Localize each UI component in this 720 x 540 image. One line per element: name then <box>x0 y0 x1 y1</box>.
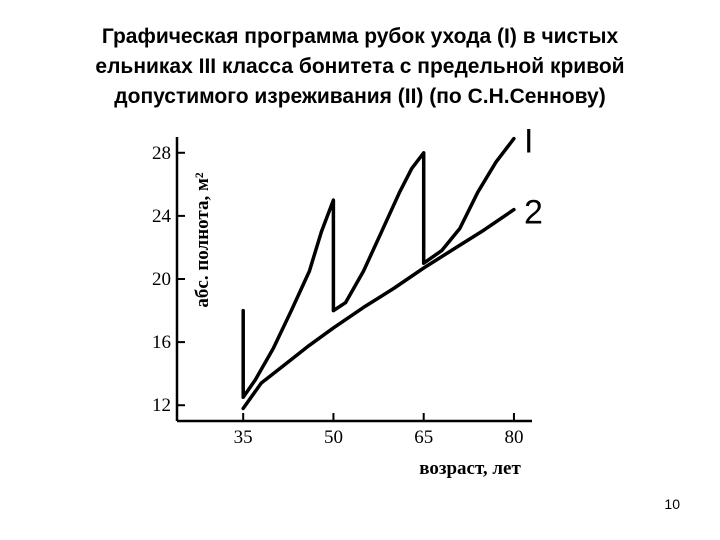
chart-series <box>241 136 516 411</box>
slide-title: Графическая программа рубок ухода (I) в … <box>30 22 690 112</box>
x-axis-title: возраст, лет <box>419 458 521 479</box>
y-tick-label: 12 <box>152 395 171 416</box>
title-line-3: допустимого изреживания (II) (по С.Н.Сен… <box>114 85 606 108</box>
y-tick-label: 28 <box>152 143 171 164</box>
page-number: 10 <box>664 496 680 512</box>
chart-ticks: 35 50 65 80 12 16 20 24 28 <box>152 143 523 448</box>
x-tick-label: 65 <box>414 427 433 448</box>
series-label-2: 2 <box>524 194 543 232</box>
x-tick-label: 80 <box>504 427 523 448</box>
x-tick-label: 35 <box>234 427 253 448</box>
series-line-2 <box>241 207 516 411</box>
series-line-1 <box>241 136 516 400</box>
x-tick-label: 50 <box>324 427 343 448</box>
y-axis-title: абс. полнота, м² <box>192 172 213 307</box>
series-label-1: I <box>524 123 533 161</box>
series-labels: I2 <box>524 123 543 232</box>
y-tick-label: 16 <box>152 332 171 353</box>
title-line-2: ельниках III класса бонитета с предельно… <box>95 55 625 78</box>
y-tick-label: 20 <box>152 269 171 290</box>
chart-axes <box>175 137 532 423</box>
title-line-1: Графическая программа рубок ухода (I) в … <box>101 25 619 48</box>
y-tick-label: 24 <box>152 206 172 227</box>
